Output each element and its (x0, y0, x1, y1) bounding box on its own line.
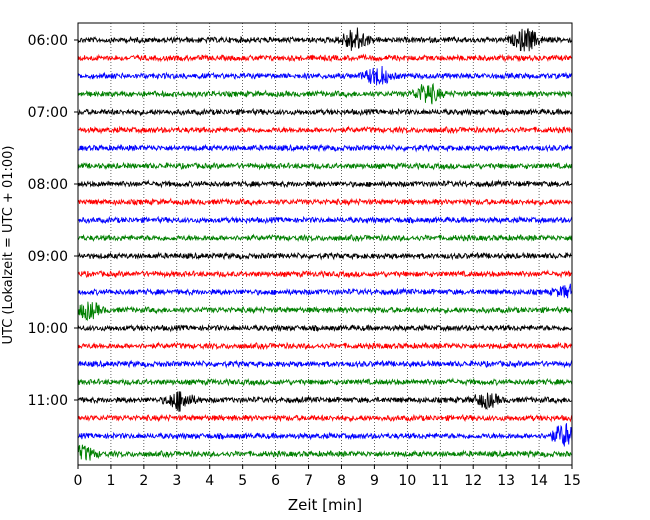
y-tick-label: 07:00 (28, 105, 68, 121)
seismogram-trace (77, 82, 573, 105)
x-tick-label: 7 (304, 473, 313, 489)
y-tick-label: 06:00 (28, 33, 68, 49)
seismogram-trace (77, 143, 573, 153)
seismogram-trace (77, 233, 573, 243)
plot-background (78, 23, 572, 465)
seismogram-trace (77, 125, 573, 135)
y-tick-label: 08:00 (28, 177, 68, 193)
x-tick-label: 13 (497, 473, 515, 489)
seismogram-trace (77, 251, 573, 261)
y-tick-label: 10:00 (28, 321, 68, 337)
y-axis-ticks: 06:00 07:00 08:00 09:00 10:00 11:00 (28, 33, 78, 409)
seismogram-traces (77, 27, 573, 461)
seismogram-trace (77, 323, 573, 333)
x-tick-label: 12 (464, 473, 482, 489)
plot-frame (77, 22, 573, 466)
seismogram-trace (77, 215, 573, 225)
seismogram-trace (77, 269, 573, 279)
x-tick-label: 15 (563, 473, 581, 489)
seismogram-trace (77, 359, 573, 369)
x-tick-label: 9 (370, 473, 379, 489)
seismogram-trace (77, 377, 573, 387)
seismogram-trace (77, 413, 573, 423)
seismogram-trace (77, 107, 573, 117)
y-tick-label: 11:00 (28, 393, 68, 409)
seismogram-trace (77, 301, 573, 322)
x-tick-label: 0 (74, 473, 83, 489)
x-tick-label: 11 (431, 473, 449, 489)
x-tick-label: 3 (172, 473, 181, 489)
y-tick-label: 09:00 (28, 249, 68, 265)
x-tick-label: 6 (271, 473, 280, 489)
x-tick-label: 5 (238, 473, 247, 489)
x-axis-title: Zeit [min] (288, 496, 362, 514)
y-axis-title: UTC (Lokalzeit = UTC + 01:00) (1, 146, 16, 345)
x-tick-label: 4 (205, 473, 214, 489)
seismogram-trace (77, 179, 573, 189)
x-tick-label: 2 (139, 473, 148, 489)
seismogram-trace (77, 197, 573, 207)
x-tick-label: 8 (337, 473, 346, 489)
seismogram-trace (77, 341, 573, 351)
x-axis-ticks: 0 1 2 3 4 5 6 7 8 9 10 11 12 13 14 15 (74, 465, 581, 489)
seismogram-trace (77, 283, 573, 299)
seismogram-trace (77, 391, 573, 412)
seismogram-trace (77, 66, 573, 86)
seismogram-trace (77, 27, 573, 52)
x-tick-label: 10 (398, 473, 416, 489)
seismogram-trace (77, 53, 573, 63)
seismogram-trace (77, 161, 573, 171)
seismogram-trace (77, 423, 573, 447)
x-tick-label: 14 (530, 473, 548, 489)
seismogram-trace (77, 444, 573, 461)
x-tick-label: 1 (106, 473, 115, 489)
